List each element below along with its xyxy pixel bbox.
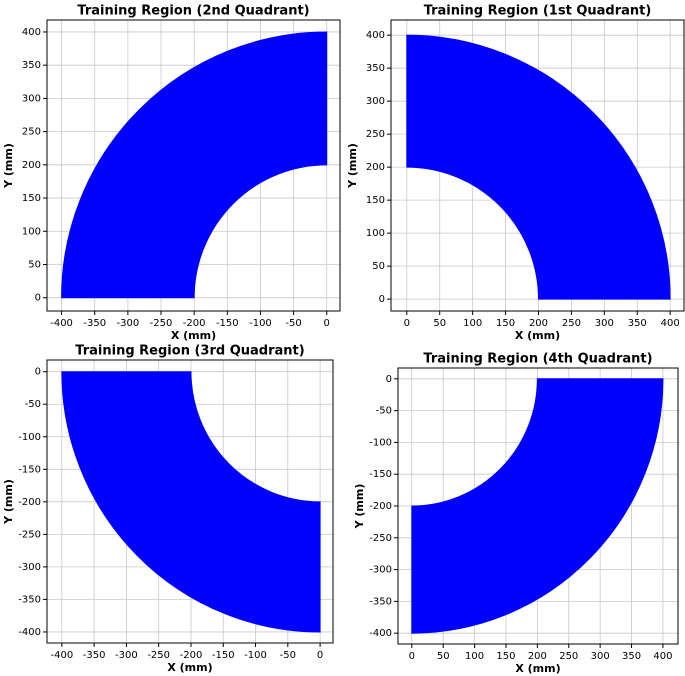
y-tick-label: -350 [369,596,392,607]
y-tick-label: 400 [22,27,41,38]
y-tick-label: 200 [366,162,385,173]
x-tick-label: 50 [433,318,446,329]
chart-title: Training Region (2nd Quadrant) [77,4,309,19]
y-tick-label: 300 [366,96,385,107]
axes-frame [397,367,679,645]
y-tick-label: 0 [386,374,392,385]
y-tick-label: 0 [379,294,385,305]
x-tick-label: -400 [50,318,73,329]
y-tick-label: 350 [22,60,41,71]
x-axis-label: X (mm) [167,661,212,674]
region [406,34,671,300]
y-tick-label: -400 [369,628,392,639]
x-tick-label: 250 [559,651,578,662]
chart-title: Training Region (3rd Quadrant) [75,344,304,359]
x-tick-label: 0 [324,318,330,329]
x-tick-label: 400 [653,651,672,662]
x-tick-label: 0 [317,650,323,661]
y-axis-label: Y (mm) [2,479,15,525]
axes-frame [390,19,685,312]
y-tick-label: -50 [376,406,392,417]
y-tick-label: -400 [18,627,41,638]
chart-title: Training Region (1st Quadrant) [424,4,652,19]
x-tick-label: 50 [437,651,450,662]
x-tick-label: 0 [404,318,410,329]
x-tick-label: 300 [595,318,614,329]
y-tick-label: -350 [18,594,41,605]
x-tick-label: -300 [115,650,138,661]
x-tick-label: -50 [280,650,296,661]
region [61,371,321,633]
x-tick-label: -100 [249,318,272,329]
y-axis-label: Y (mm) [2,143,15,189]
y-tick-label: -100 [18,432,41,443]
y-tick-label: 300 [22,93,41,104]
y-tick-label: 350 [366,63,385,74]
y-tick-label: 0 [35,293,41,304]
y-tick-label: -300 [18,562,41,573]
x-tick-label: 250 [562,318,581,329]
x-axis-label: X (mm) [515,329,560,342]
x-tick-label: 0 [409,651,415,662]
y-tick-label: -250 [18,529,41,540]
y-tick-label: -250 [369,533,392,544]
x-tick-label: -300 [117,318,140,329]
x-axis-label: X (mm) [515,662,560,675]
x-tick-label: -150 [212,650,235,661]
x-tick-label: -50 [285,318,301,329]
y-tick-label: 400 [366,30,385,41]
region [61,31,328,299]
x-tick-label: 350 [628,318,647,329]
axes-frame [46,19,341,312]
y-tick-label: -300 [369,565,392,576]
x-tick-label: 150 [496,318,515,329]
y-tick-label: 0 [35,367,41,378]
x-tick-label: 200 [529,318,548,329]
y-tick-label: 250 [366,129,385,140]
x-tick-label: 300 [591,651,610,662]
region [411,378,664,634]
y-tick-label: 100 [366,228,385,239]
y-axis-label: Y (mm) [353,484,366,530]
chart-title: Training Region (4th Quadrant) [423,352,652,367]
y-tick-label: 150 [366,195,385,206]
x-tick-label: -250 [150,318,173,329]
y-tick-label: -200 [18,497,41,508]
y-tick-label: 100 [22,226,41,237]
x-tick-label: -200 [183,318,206,329]
x-tick-label: 350 [622,651,641,662]
y-tick-label: -150 [18,464,41,475]
y-tick-label: 50 [372,261,385,272]
y-tick-label: 50 [28,259,41,270]
y-tick-label: 200 [22,160,41,171]
y-tick-label: -200 [369,501,392,512]
x-tick-label: -350 [83,650,106,661]
x-tick-label: -150 [216,318,239,329]
x-tick-label: -250 [147,650,170,661]
axes-frame [46,359,334,644]
x-tick-label: 400 [661,318,680,329]
x-tick-label: 100 [463,318,482,329]
x-tick-label: -400 [50,650,73,661]
x-tick-label: -200 [180,650,203,661]
y-tick-label: -150 [369,469,392,480]
x-tick-label: 100 [465,651,484,662]
x-axis-label: X (mm) [171,329,216,342]
y-axis-label: Y (mm) [346,143,359,189]
x-tick-label: 200 [528,651,547,662]
x-tick-label: -100 [244,650,267,661]
x-tick-label: 150 [496,651,515,662]
y-tick-label: -100 [369,437,392,448]
x-tick-label: -350 [83,318,106,329]
y-tick-label: 250 [22,127,41,138]
y-tick-label: -50 [25,399,41,410]
y-tick-label: 150 [22,193,41,204]
